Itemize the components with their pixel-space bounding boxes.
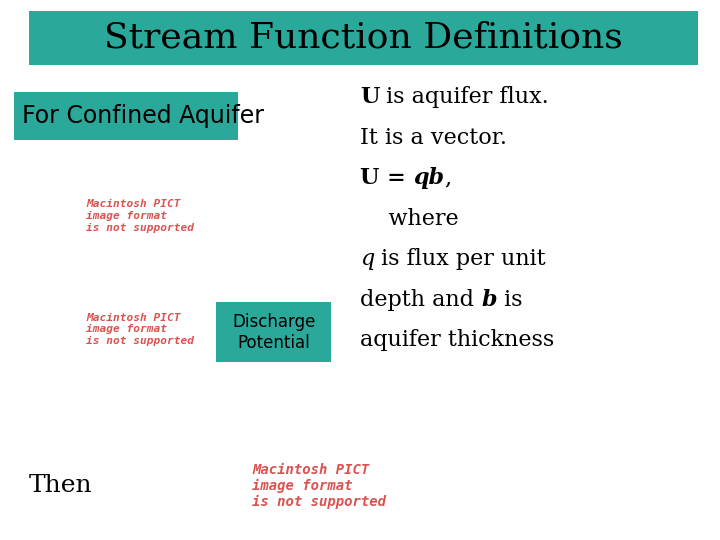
FancyBboxPatch shape: [216, 302, 331, 362]
Text: depth and: depth and: [360, 289, 481, 310]
Text: Discharge
Potential: Discharge Potential: [232, 313, 315, 352]
Text: b: b: [481, 289, 497, 310]
Text: is aquifer flux.: is aquifer flux.: [379, 86, 549, 108]
FancyBboxPatch shape: [29, 11, 698, 65]
Text: Macintosh PICT
image format
is not supported: Macintosh PICT image format is not suppo…: [86, 313, 194, 346]
Text: U: U: [360, 86, 379, 108]
Text: is: is: [497, 289, 522, 310]
Text: Stream Function Definitions: Stream Function Definitions: [104, 21, 623, 55]
FancyBboxPatch shape: [14, 92, 238, 140]
Text: qb: qb: [413, 167, 444, 189]
Text: where: where: [360, 208, 459, 230]
Text: Macintosh PICT
image format
is not supported: Macintosh PICT image format is not suppo…: [86, 199, 194, 233]
Text: q: q: [360, 248, 374, 270]
Text: aquifer thickness: aquifer thickness: [360, 329, 554, 351]
Text: U =: U =: [360, 167, 413, 189]
Text: Then: Then: [29, 475, 92, 497]
Text: Macintosh PICT
image format
is not supported: Macintosh PICT image format is not suppo…: [252, 463, 386, 509]
Text: It is a vector.: It is a vector.: [360, 127, 507, 148]
Text: For Confined Aquifer: For Confined Aquifer: [22, 104, 264, 128]
Text: ,: ,: [444, 167, 451, 189]
Text: is flux per unit: is flux per unit: [374, 248, 546, 270]
